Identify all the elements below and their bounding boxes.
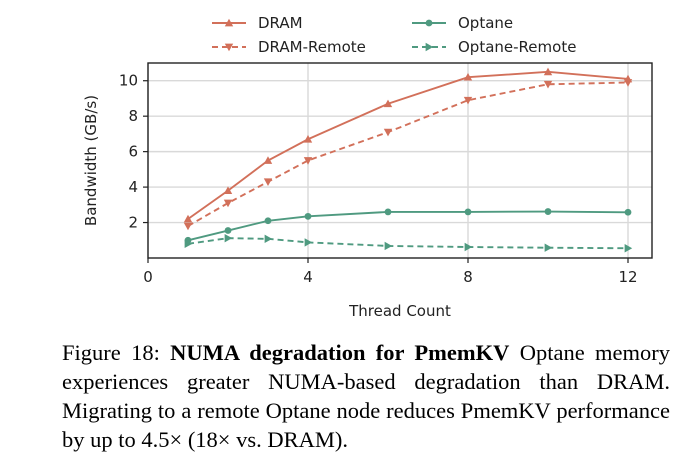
legend-marker-dram-remote: [224, 43, 234, 52]
point-optane-12: [624, 208, 632, 216]
y-tick-label-4: 4: [128, 178, 138, 196]
point-dram-remote-2: [223, 199, 233, 208]
series-dram-remote: [183, 79, 633, 231]
x-tick-label-4: 4: [303, 268, 313, 286]
caption-body: Optane memory experiences greater NUMA-b…: [62, 340, 670, 452]
y-tick-label-10: 10: [119, 72, 138, 90]
y-tick-label-6: 6: [128, 143, 138, 161]
point-optane-remote-12: [624, 244, 633, 253]
figure-caption: Figure 18: NUMA degradation for PmemKV O…: [62, 338, 670, 454]
y-tick-label-2: 2: [128, 214, 138, 232]
point-dram-remote-10: [543, 80, 553, 89]
legend-entry-optane-remote: Optane-Remote: [412, 38, 576, 56]
plot-frame: [147, 62, 653, 259]
legend-entry-dram-remote: DRAM-Remote: [212, 38, 366, 56]
point-dram-3: [263, 156, 273, 164]
series-lines: [183, 67, 633, 253]
legend-label-optane-remote: Optane-Remote: [458, 38, 576, 56]
point-dram-8: [463, 72, 473, 81]
point-dram-1: [183, 214, 193, 223]
series-line-optane-remote: [187, 237, 629, 250]
point-optane-2: [224, 227, 232, 234]
caption-prefix: Figure 18:: [62, 340, 171, 365]
point-optane-10: [544, 208, 552, 215]
legend: DRAM DRAM-Remote Optane Optane-Remote: [212, 14, 576, 56]
grid-lines: [147, 63, 652, 258]
legend-marker-optane: [425, 19, 433, 27]
legend-label-dram: DRAM: [258, 14, 303, 32]
point-optane-3: [264, 217, 272, 225]
series-optane-remote: [184, 233, 633, 253]
x-tick-label-8: 8: [463, 268, 473, 286]
legend-entry-dram: DRAM: [212, 14, 303, 32]
series-line-dram-remote: [187, 81, 629, 227]
point-optane-remote-6: [384, 241, 393, 251]
series-line-dram: [187, 70, 629, 220]
point-optane-remote-10: [544, 243, 553, 252]
series-optane: [184, 208, 632, 244]
point-optane-remote-3: [264, 234, 273, 244]
point-dram-remote-8: [463, 96, 473, 105]
point-optane-remote-4: [304, 238, 313, 247]
x-axis-label: Thread Count: [348, 302, 451, 320]
point-dram-2: [223, 186, 233, 194]
point-optane-6: [384, 208, 392, 216]
point-optane-8: [464, 208, 472, 216]
legend-entry-optane: Optane: [412, 14, 513, 32]
point-dram-remote-3: [263, 178, 273, 186]
point-dram-10: [543, 67, 553, 76]
point-dram-remote-1: [183, 222, 193, 231]
legend-label-dram-remote: DRAM-Remote: [258, 38, 366, 56]
point-optane-remote-2: [224, 233, 233, 243]
point-optane-remote-8: [464, 242, 473, 252]
point-optane-4: [304, 212, 312, 220]
legend-marker-dram: [224, 18, 234, 27]
point-dram-remote-12: [623, 79, 633, 87]
x-tick-label-0: 0: [143, 268, 153, 286]
point-optane-remote-1: [184, 239, 193, 249]
y-axis-label: Bandwidth (GB/s): [82, 95, 100, 226]
x-tick-label-12: 12: [618, 268, 637, 286]
caption-title: NUMA degradation for PmemKV: [170, 340, 510, 365]
series-line-optane: [187, 210, 629, 242]
axes: [143, 62, 653, 263]
bandwidth-chart: 0 4 8 12 2 4 6 8 10 Thread Count Bandwidth (GB/s…: [82, 14, 653, 320]
legend-marker-optane-remote: [425, 42, 434, 52]
series-dram: [183, 67, 633, 223]
point-dram-6: [383, 99, 393, 108]
point-dram-remote-6: [383, 128, 393, 137]
legend-label-optane: Optane: [458, 14, 513, 32]
point-dram-remote-4: [303, 157, 313, 165]
tick-labels: 0 4 8 12 2 4 6 8 10: [119, 72, 638, 286]
y-tick-label-8: 8: [128, 107, 138, 125]
point-dram-4: [303, 135, 313, 143]
